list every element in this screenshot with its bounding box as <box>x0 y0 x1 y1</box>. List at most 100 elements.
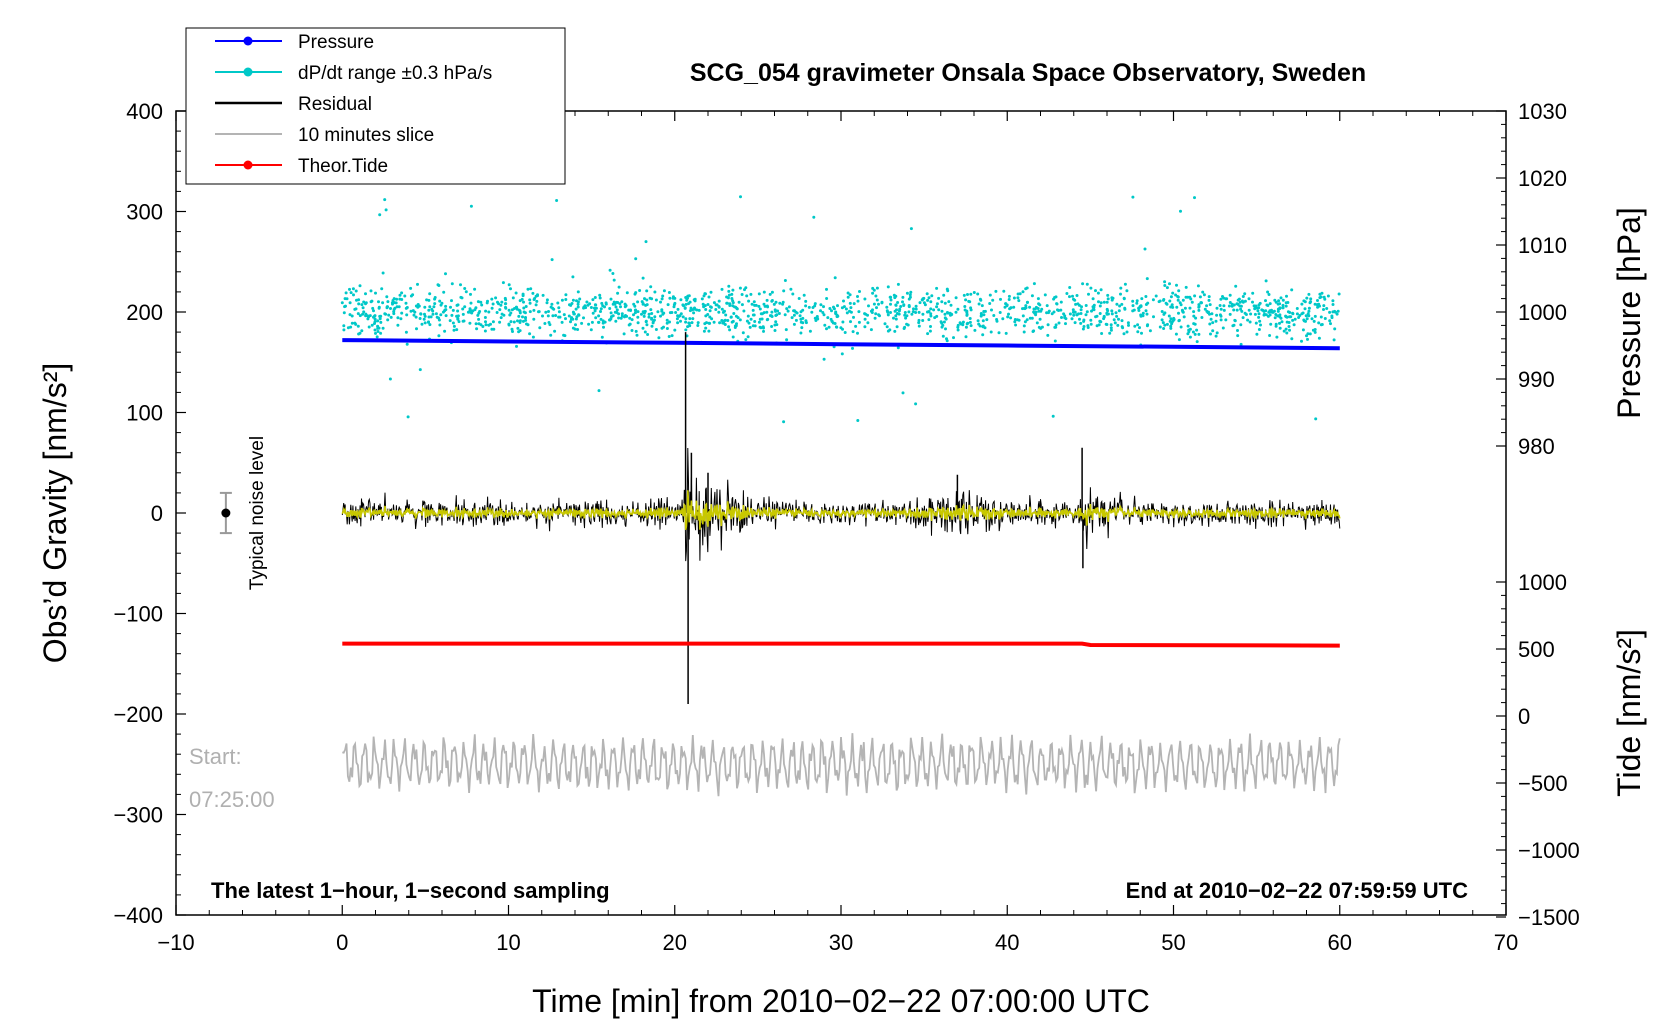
dpdt-point <box>935 286 939 290</box>
dpdt-point <box>765 310 769 314</box>
dpdt-point <box>358 314 362 318</box>
dpdt-point <box>927 318 931 322</box>
dpdt-point <box>517 330 521 334</box>
dpdt-point <box>1015 318 1019 322</box>
ten-minute-slice-line <box>342 733 1341 797</box>
dpdt-point <box>377 300 380 304</box>
dpdt-point <box>1258 319 1262 323</box>
dpdt-point <box>422 317 426 321</box>
dpdt-point <box>895 325 899 329</box>
dpdt-point <box>1151 298 1155 302</box>
dpdt-point <box>922 296 926 300</box>
dpdt-point <box>1169 295 1173 299</box>
dpdt-point <box>576 302 580 306</box>
dpdt-point <box>1120 302 1124 306</box>
dpdt-point <box>1261 308 1265 312</box>
dpdt-point <box>612 278 616 282</box>
dpdt-point <box>1167 314 1171 318</box>
dpdt-point <box>529 287 533 291</box>
dpdt-point <box>645 289 649 293</box>
dpdt-point <box>1085 310 1089 314</box>
dpdt-point <box>416 303 420 306</box>
dpdt-point <box>701 302 705 306</box>
dpdt-point <box>980 304 984 308</box>
dpdt-point <box>1203 307 1207 311</box>
dpdt-point <box>575 299 578 303</box>
dpdt-point <box>1278 326 1282 330</box>
dpdt-point <box>1285 320 1289 324</box>
dpdt-point <box>1102 314 1106 318</box>
dpdt-point <box>650 312 654 315</box>
dpdt-point <box>1288 328 1291 332</box>
dpdt-point <box>1135 301 1139 305</box>
dpdt-point <box>1307 314 1311 318</box>
dpdt-point <box>917 321 921 325</box>
dpdt-point <box>1248 320 1252 324</box>
dpdt-point <box>946 311 950 315</box>
dpdt-point <box>576 305 580 309</box>
dpdt-point <box>433 302 437 306</box>
dpdt-point <box>1238 304 1242 308</box>
dpdt-point <box>659 314 662 318</box>
dpdt-point <box>571 298 575 302</box>
dpdt-point <box>469 309 473 313</box>
dpdt-point <box>564 293 568 297</box>
dpdt-point <box>1136 330 1140 334</box>
dpdt-point <box>538 326 542 330</box>
dpdt-point <box>1335 312 1339 316</box>
dpdt-point <box>1273 316 1277 320</box>
dpdt-point <box>1284 304 1288 308</box>
dpdt-point <box>1055 302 1059 306</box>
dpdt-point <box>443 329 447 333</box>
dpdt-point <box>1115 302 1119 306</box>
dpdt-point <box>1282 329 1286 333</box>
dpdt-point <box>1138 326 1141 330</box>
dpdt-point <box>726 319 730 322</box>
dpdt-point <box>998 311 1002 314</box>
dpdt-point <box>1169 305 1173 309</box>
dpdt-point <box>1281 303 1285 307</box>
dpdt-point <box>432 305 436 309</box>
dpdt-point <box>1293 317 1297 321</box>
dpdt-point <box>731 304 735 308</box>
dpdt-point <box>634 257 638 261</box>
dpdt-point <box>1096 291 1100 295</box>
dpdt-point <box>985 318 989 322</box>
dpdt-point <box>1160 318 1164 322</box>
dpdt-point <box>383 198 387 202</box>
dpdt-point <box>972 291 976 294</box>
dpdt-point <box>667 335 671 338</box>
dpdt-point <box>668 296 672 300</box>
dpdt-point <box>926 298 930 302</box>
dpdt-point <box>463 287 467 290</box>
dpdt-point <box>969 292 973 296</box>
y-tick-label: −100 <box>113 602 163 627</box>
dpdt-point <box>1241 316 1245 320</box>
dpdt-point <box>415 327 418 331</box>
dpdt-point <box>875 306 878 310</box>
dpdt-point <box>1232 308 1236 312</box>
dpdt-point <box>1102 300 1106 304</box>
dpdt-point <box>676 321 680 325</box>
dpdt-point <box>1036 297 1040 301</box>
dpdt-point <box>757 304 761 308</box>
dpdt-point <box>598 293 602 297</box>
dpdt-point <box>810 310 814 314</box>
dpdt-point <box>935 314 939 318</box>
dpdt-point <box>1022 330 1026 334</box>
dpdt-point <box>714 303 718 307</box>
dpdt-point <box>1131 195 1135 199</box>
dpdt-point <box>537 310 541 314</box>
dpdt-point <box>1183 306 1187 310</box>
dpdt-point <box>641 276 645 280</box>
dpdt-point <box>964 325 968 329</box>
dpdt-point <box>451 321 455 325</box>
dpdt-point <box>848 293 852 297</box>
dpdt-point <box>841 320 845 324</box>
dpdt-point <box>1154 294 1158 298</box>
dpdt-point <box>528 301 532 305</box>
dpdt-point <box>1290 288 1294 292</box>
dpdt-point <box>574 307 578 311</box>
dpdt-point <box>507 323 511 327</box>
dpdt-point <box>968 320 972 324</box>
